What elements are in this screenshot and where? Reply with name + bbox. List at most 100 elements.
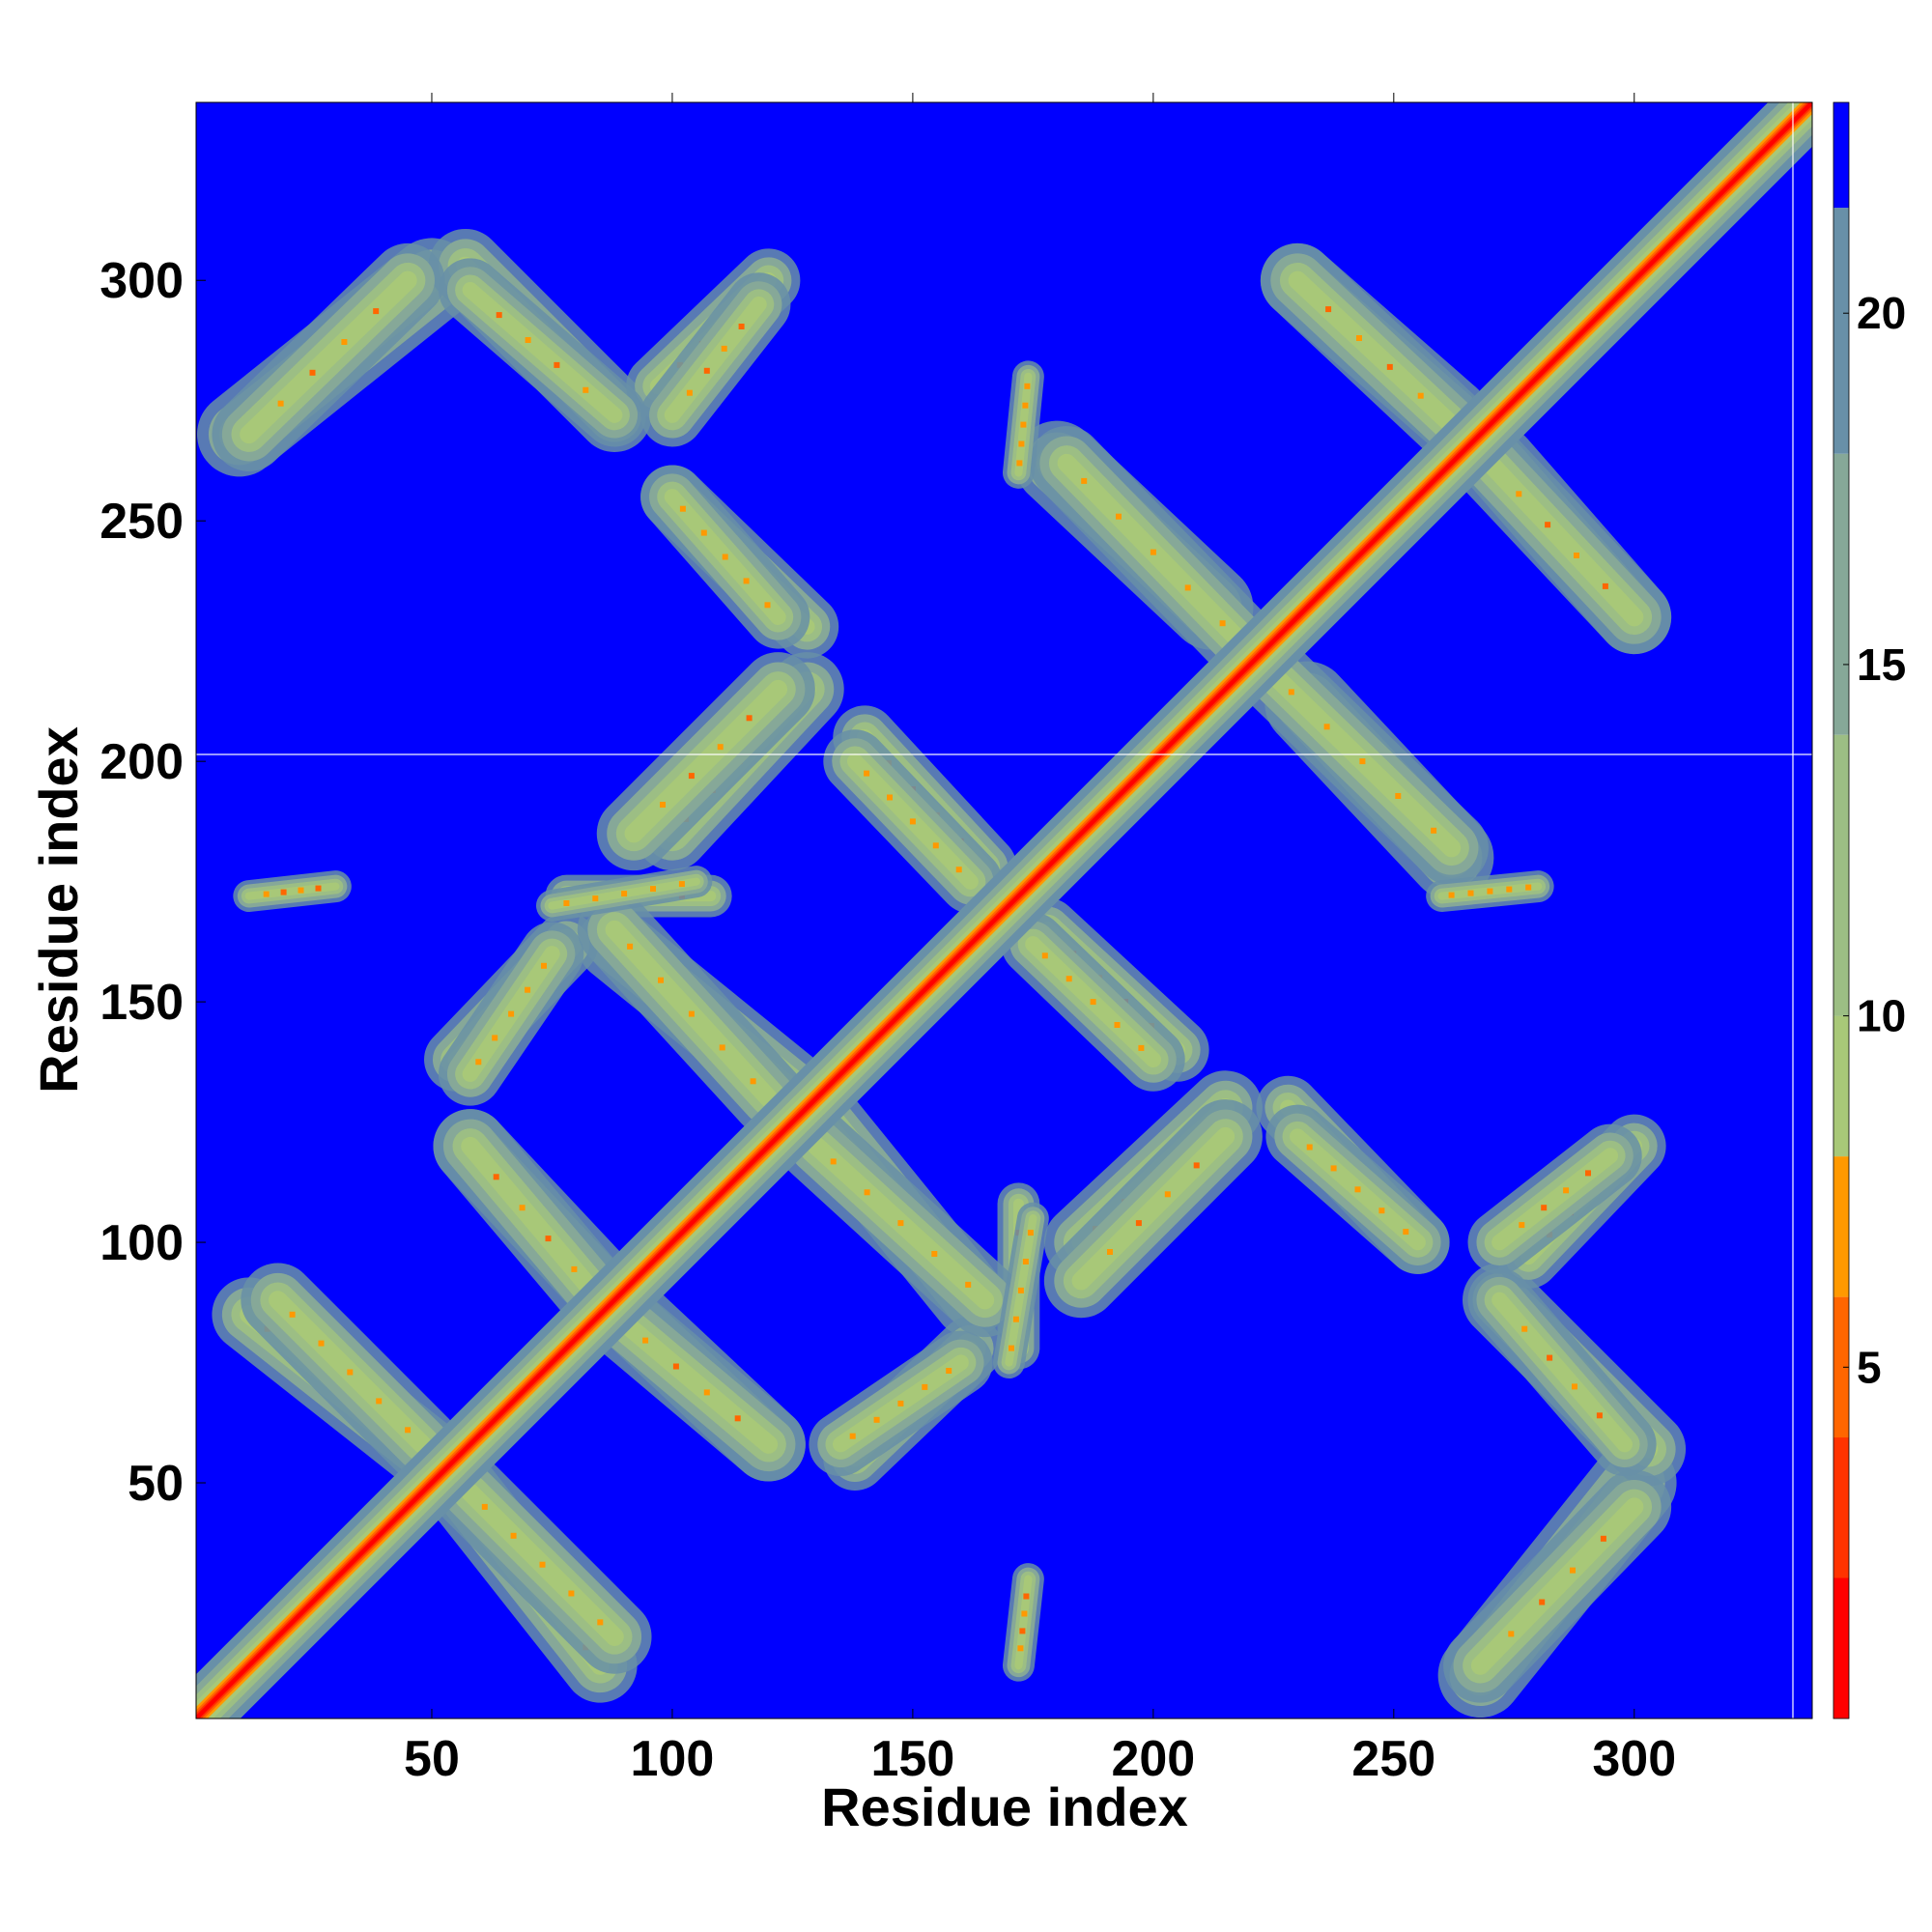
- contact-point-a21-2: [642, 1337, 649, 1344]
- contact-point-a27-mirror-6: [298, 887, 304, 894]
- contact-point-a24-mirror-3: [376, 1398, 383, 1405]
- contact-point-a23-mirror-4: [554, 361, 560, 368]
- contact-point-a22-mirror-7: [525, 986, 531, 993]
- contact-point-a5-8: [1602, 582, 1608, 589]
- contact-point-a25-mirror-2: [277, 400, 284, 407]
- contact-point-a17-8: [1193, 1162, 1200, 1169]
- colorbar-segment-7: [1833, 208, 1849, 454]
- plot-area: [195, 101, 1813, 1719]
- contact-point-a17-mirror-6: [717, 744, 724, 751]
- plot-frame: [195, 101, 1813, 1719]
- contact-point-a10-mirror-1: [1219, 620, 1226, 627]
- contact-point-a14-9: [1138, 1044, 1145, 1051]
- contact-point-a10-3: [1323, 724, 1330, 730]
- contact-point-a16-mirror-9: [627, 943, 634, 950]
- contact-point-a26-mirror-9: [678, 881, 685, 888]
- contact-point-a10-1: [1288, 689, 1294, 696]
- contact-point-a14-mirror-1: [955, 867, 962, 873]
- contact-point-a5-mirror-2: [1417, 392, 1424, 399]
- contact-point-a10-9: [1431, 827, 1437, 834]
- contact-point-a19-6: [1563, 1187, 1570, 1194]
- contact-point-a28-mirror-5: [1487, 888, 1493, 895]
- contact-point-a19-4: [1541, 1205, 1548, 1211]
- contact-point-a10-7: [1395, 793, 1402, 799]
- contact-point-a21-mirror-6: [519, 1205, 526, 1211]
- contact-point-a10-mirror-3: [1184, 584, 1191, 591]
- contact-point-a16-mirror-7: [658, 977, 664, 983]
- colorbar-segment-8: [1833, 102, 1849, 209]
- contact-point-a21-8: [734, 1415, 741, 1422]
- contact-point-a14-mirror-3: [932, 842, 939, 849]
- contact-point-a22-mirror-1: [475, 1059, 482, 1065]
- contact-point-a24-5: [539, 1561, 546, 1568]
- contact-point-a14-1: [1041, 952, 1048, 959]
- y-tick-label-200: 200: [99, 734, 184, 790]
- x-tick-label-50: 50: [404, 1731, 460, 1787]
- contact-point-a23-8: [1596, 1412, 1603, 1419]
- contact-point-a21-4: [672, 1363, 679, 1370]
- contact-region-a21-layer-3: [605, 1305, 779, 1454]
- contact-point-a14-7: [1114, 1022, 1121, 1028]
- contact-point-a5-6: [1574, 553, 1579, 558]
- contact-point-a26-9: [1027, 1230, 1034, 1236]
- contact-point-a19-mirror-2: [686, 389, 693, 396]
- contact-point-a16-3: [864, 1189, 870, 1196]
- contact-point-a26-1: [1009, 1345, 1014, 1351]
- contact-point-a27-4: [1019, 1628, 1026, 1634]
- colorbar-segment-3: [1833, 1156, 1849, 1297]
- x-axis-ticks: 50 100 150 200 250 300: [404, 93, 1676, 1787]
- y-tick-label-150: 150: [99, 975, 184, 1031]
- contact-point-a23-6: [1572, 1383, 1577, 1390]
- contact-point-a27-mirror-4: [280, 889, 287, 895]
- contact-point-a19-mirror-6: [721, 345, 727, 352]
- contact-region-a25-mirror-layer-3: [240, 270, 417, 444]
- contact-point-a27-mirror-2: [263, 891, 270, 897]
- contact-point-a14-mirror-7: [887, 794, 893, 801]
- contact-point-a24-7: [568, 1590, 575, 1597]
- contact-point-a25-mirror-8: [373, 308, 380, 315]
- contact-point-a28-mirror-9: [1525, 884, 1532, 891]
- colorbar-segment-1: [1833, 1437, 1849, 1578]
- contact-point-a28-7: [1022, 402, 1029, 409]
- contact-point-a24-9: [597, 1619, 604, 1626]
- contact-point-a14-mirror-9: [864, 770, 870, 777]
- colorbar-segment-5: [1833, 734, 1849, 1016]
- x-tick-label-250: 250: [1351, 1731, 1435, 1787]
- contact-point-a18-9: [1403, 1229, 1409, 1236]
- contact-region-a19-layer-3: [1492, 1148, 1619, 1251]
- contact-region-a5-layer-3: [1480, 453, 1644, 627]
- contact-point-a21-mirror-4: [545, 1236, 552, 1242]
- colorbar-frame: [1833, 101, 1850, 1719]
- colorbar-segment-6: [1833, 453, 1849, 735]
- contact-region-a21-mirror-layer-3: [461, 1136, 610, 1310]
- contact-point-a24-1: [481, 1503, 488, 1510]
- contact-point-a27-2: [1017, 1645, 1024, 1652]
- contact-point-a26-mirror-3: [592, 895, 599, 902]
- colorbar-tick-label-10: 10: [1857, 991, 1906, 1041]
- contact-point-a10-5: [1359, 758, 1366, 765]
- contact-point-a23-2: [1521, 1325, 1528, 1332]
- contact-point-a27-mirror-8: [315, 885, 322, 892]
- contact-point-a16-mirror-1: [750, 1078, 756, 1085]
- contact-point-a26-7: [1022, 1259, 1029, 1264]
- contact-point-a18-1: [1306, 1144, 1313, 1151]
- contact-point-a19-2: [1519, 1222, 1525, 1229]
- contact-point-a10-mirror-9: [1081, 477, 1088, 484]
- colorbar-segment-0: [1833, 1577, 1849, 1719]
- contact-point-a17-2: [1107, 1249, 1113, 1255]
- contact-point-a19-mirror-8: [738, 324, 745, 329]
- contact-point-a17-6: [1164, 1191, 1171, 1198]
- contact-point-a14-5: [1090, 999, 1096, 1006]
- contact-point-a27-8: [1023, 1593, 1030, 1600]
- x-tick-label-100: 100: [631, 1731, 715, 1787]
- contact-point-a26-mirror-7: [650, 886, 656, 893]
- diagonal-layer-7: [196, 102, 1812, 1719]
- contact-point-a5-2: [1516, 491, 1522, 497]
- contact-point-a22-5: [897, 1400, 904, 1406]
- contact-region-a23-layer-3: [1492, 1292, 1634, 1453]
- y-axis-title: Residue index: [28, 726, 89, 1094]
- contact-point-a27-6: [1021, 1610, 1028, 1617]
- contact-point-a24-mirror-7: [318, 1340, 325, 1347]
- contact-point-a24-3: [510, 1532, 517, 1539]
